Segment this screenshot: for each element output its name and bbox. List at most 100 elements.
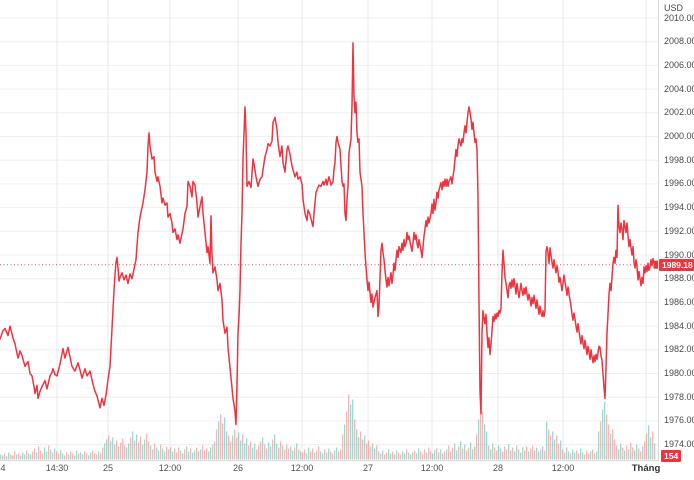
volume-bar	[428, 447, 430, 460]
volume-bar	[264, 444, 266, 460]
volume-bar	[296, 443, 298, 460]
time-tick-label-month: Tháng	[631, 463, 661, 474]
volume-bar	[540, 449, 542, 460]
volume-bar	[18, 453, 20, 460]
volume-bar	[538, 451, 540, 460]
volume-bar	[118, 446, 120, 460]
volume-bar	[324, 449, 326, 460]
volume-bar	[16, 454, 18, 460]
volume-bar	[206, 448, 208, 460]
volume-bar	[504, 446, 506, 460]
volume-bar	[68, 454, 70, 460]
volume-bar	[74, 455, 76, 460]
volume-bar	[568, 451, 570, 460]
volume-bar	[120, 442, 122, 460]
volume-bar	[306, 453, 308, 460]
time-tick-label: 28	[492, 463, 504, 473]
volume-bar	[390, 453, 392, 460]
volume-bar	[146, 433, 148, 460]
volume-bar	[8, 452, 10, 460]
time-axis[interactable]: 4 14:30 25 12:00 26 12:00 27 12:00 28 12:00 Tháng	[0, 461, 661, 480]
volume-bar	[456, 450, 458, 460]
volume-bar	[216, 429, 218, 460]
volume-bar	[348, 394, 350, 460]
volume-bar	[134, 440, 136, 460]
volume-bar	[132, 431, 134, 460]
volume-bar	[620, 443, 622, 460]
volume-bar	[388, 449, 390, 460]
volume-bar	[182, 453, 184, 460]
volume-bar	[564, 452, 566, 460]
volume-bar	[572, 449, 574, 460]
volume-bar	[276, 443, 278, 460]
volume-bar	[184, 449, 186, 460]
volume-bar	[24, 454, 26, 460]
price-tick-label: 1976.00	[664, 415, 694, 426]
volume-bar	[64, 455, 66, 460]
volume-bar	[214, 441, 216, 460]
volume-bar	[508, 444, 510, 460]
volume-bar	[70, 451, 72, 460]
price-axis[interactable]: USD 2010.00 2008.00 2006.00 2004.00 2002.00 2…	[659, 0, 694, 480]
volume-bar	[26, 450, 28, 460]
volume-bar	[492, 443, 494, 460]
volume-bar	[270, 446, 272, 460]
volume-bar	[402, 451, 404, 460]
volume-bar	[310, 451, 312, 460]
volume-bar	[440, 449, 442, 460]
volume-bar	[40, 450, 42, 460]
volume-bar	[450, 451, 452, 460]
volume-bar	[548, 429, 550, 460]
last-price-badge: 1989.18	[659, 259, 694, 271]
volume-bar	[408, 452, 410, 460]
volume-bar	[14, 451, 16, 460]
volume-bar	[202, 445, 204, 460]
volume-bar	[542, 446, 544, 460]
price-tick-label: 1988.00	[664, 273, 694, 284]
volume-bar	[616, 445, 618, 460]
price-tick-label: 1992.00	[664, 225, 694, 236]
volume-bar	[58, 453, 60, 460]
volume-bar	[110, 441, 112, 460]
price-line	[0, 42, 656, 426]
price-tick-label: 2010.00	[664, 12, 694, 23]
volume-bar	[490, 449, 492, 460]
volume-bar	[166, 446, 168, 460]
price-tick-label: 1978.00	[664, 391, 694, 402]
volume-bar	[228, 435, 230, 460]
price-tick-label: 1982.00	[664, 344, 694, 355]
volume-bar	[502, 451, 504, 460]
volume-bar	[78, 453, 80, 460]
volume-bar	[232, 435, 234, 460]
volume-bar	[138, 442, 140, 460]
volume-bar	[130, 437, 132, 460]
volume-bar	[642, 446, 644, 460]
volume-bar	[6, 456, 8, 460]
volume-bar	[114, 444, 116, 460]
volume-bar	[418, 448, 420, 460]
volume-bar	[112, 437, 114, 460]
volume-bar	[614, 439, 616, 460]
volume-bar	[178, 447, 180, 460]
volume-bar	[176, 452, 178, 460]
volume-bar	[102, 447, 104, 460]
volume-bar	[554, 439, 556, 460]
volume-bar	[192, 452, 194, 460]
volume-bar	[286, 444, 288, 460]
volume-bar	[128, 443, 130, 460]
volume-bar	[624, 450, 626, 460]
volume-bar	[636, 444, 638, 460]
price-tick-label: 2002.00	[664, 107, 694, 118]
volume-bar	[358, 437, 360, 460]
volume-bar	[104, 443, 106, 460]
volume-bar	[486, 431, 488, 460]
volume-bar	[268, 442, 270, 460]
volume-bar	[356, 429, 358, 460]
volume-bar	[2, 455, 4, 460]
volume-bar	[416, 453, 418, 460]
chart-canvas[interactable]	[0, 0, 659, 461]
volume-bar	[652, 431, 654, 460]
volume-bar	[208, 451, 210, 460]
volume-bar	[284, 449, 286, 460]
volume-bar	[186, 446, 188, 460]
